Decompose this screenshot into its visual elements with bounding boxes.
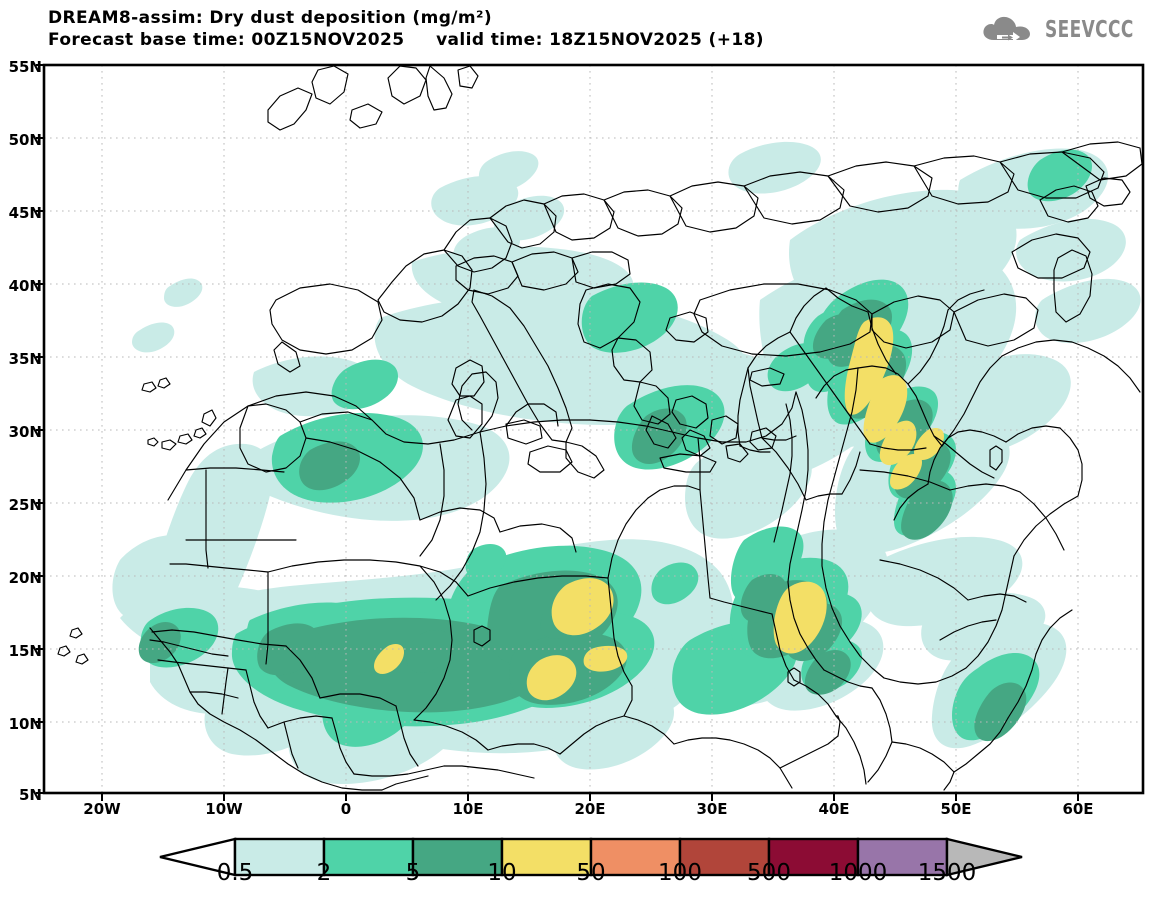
contour-field [112,141,1141,784]
colorbar-label-5: 5 [405,860,421,886]
contour-band-10 [374,317,944,701]
contour-band-0_5 [112,141,1141,784]
ytick-25N: 25N [8,496,42,514]
xtick-20E: 20E [574,800,606,818]
ytick-5N: 5N [19,786,42,804]
ytick-55N: 55N [8,58,42,76]
plot-background [44,65,1143,793]
colorbar-segment-1000-1500 [856,837,949,877]
coastlines-and-borders [57,65,1143,791]
colorbar-label-1000: 1000 [828,860,888,886]
colorbar-segment-2-5 [322,837,415,877]
xtick-0: 0 [340,800,352,818]
xtick-30E: 30E [696,800,728,818]
ytick-15N: 15N [8,642,42,660]
ytick-30N: 30N [8,423,42,441]
logo-text: SEEVCCC [1044,17,1134,43]
gridlines [44,65,1143,793]
ytick-35N: 35N [8,350,42,368]
plot-frame [42,63,1145,795]
colorbar-label-1500: 1500 [917,860,977,886]
colorbar-label-0_5: 0.5 [216,860,254,886]
page-title: DREAM8-assim: Dry dust deposition (mg/m²… [48,8,493,28]
seevccc-logo: SEEVCCC [980,14,1153,46]
title-block: DREAM8-assim: Dry dust deposition (mg/m²… [48,8,764,52]
axis-ticks [36,64,1079,801]
ytick-40N: 40N [8,277,42,295]
colorbar-label-10: 10 [487,860,517,886]
colorbar-label-100: 100 [658,860,702,886]
xtick-50E: 50E [940,800,972,818]
xtick-10E: 10E [452,800,484,818]
colorbar-segment-50-100 [589,837,682,877]
colorbar-label-2: 2 [316,860,332,886]
colorbar-segment-10-50 [500,837,593,877]
contour-band-5 [138,299,1027,742]
xtick-10W: 10W [205,800,243,818]
colorbar-segment-100-500 [678,837,771,877]
forecast-time-line: Forecast base time: 00Z15NOV2025 valid t… [48,29,764,50]
colorbar: 0.5 2 5 10 50 100 500 1000 1500 [0,832,1165,907]
ytick-50N: 50N [8,131,42,149]
colorbar-label-50: 50 [576,860,606,886]
ytick-45N: 45N [8,204,42,222]
xtick-20W: 20W [83,800,121,818]
ytick-20N: 20N [8,569,42,587]
cloud-arrow-icon [980,14,1038,46]
colorbar-label-500: 500 [747,860,791,886]
colorbar-segment-0_5-2 [233,837,326,877]
xtick-40E: 40E [818,800,850,818]
ytick-10N: 10N [8,715,42,733]
colorbar-segment-5-10 [411,837,504,877]
contour-band-2 [140,149,1092,747]
colorbar-over-cap [945,837,1023,877]
xtick-60E: 60E [1062,800,1094,818]
